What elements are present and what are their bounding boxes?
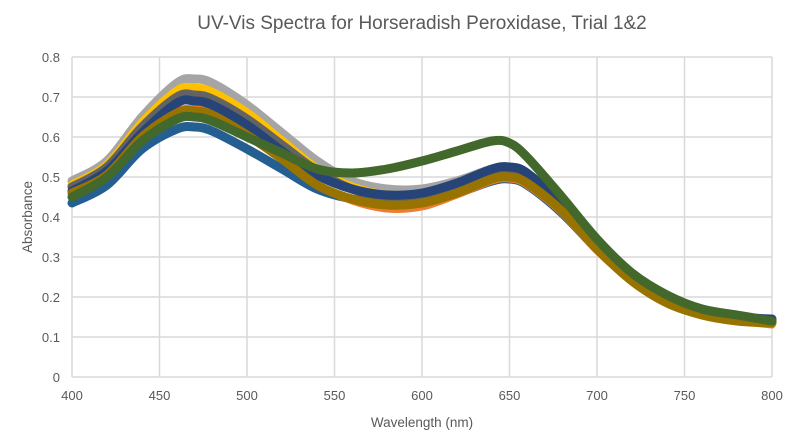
- y-tick-label: 0.1: [42, 330, 60, 345]
- y-tick-label: 0.2: [42, 290, 60, 305]
- y-tick-labels: 0 0.1 0.2 0.3 0.4 0.5 0.6 0.7 0.8: [42, 50, 60, 385]
- x-tick-label: 750: [674, 388, 696, 403]
- x-tick-label: 600: [411, 388, 433, 403]
- x-tick-labels: 400 450 500 550 600 650 700 750 800: [61, 388, 783, 403]
- series-lines: [67, 74, 777, 329]
- series-line-7: [67, 105, 777, 328]
- x-tick-label: 500: [236, 388, 258, 403]
- y-axis-label: Absorbance: [20, 181, 35, 253]
- x-tick-label: 650: [499, 388, 521, 403]
- y-tick-label: 0.6: [42, 130, 60, 145]
- x-tick-label: 400: [61, 388, 83, 403]
- y-tick-label: 0.5: [42, 170, 60, 185]
- series-line-8: [67, 111, 777, 326]
- y-tick-label: 0.8: [42, 50, 60, 65]
- x-tick-label: 550: [324, 388, 346, 403]
- chart-title: UV-Vis Spectra for Horseradish Peroxidas…: [197, 13, 647, 34]
- y-tick-label: 0: [53, 370, 60, 385]
- y-tick-label: 0.3: [42, 250, 60, 265]
- gridlines: [71, 56, 773, 378]
- y-tick-label: 0.4: [42, 210, 60, 225]
- x-axis-label: Wavelength (nm): [371, 415, 473, 430]
- y-tick-label: 0.7: [42, 90, 60, 105]
- x-tick-label: 700: [586, 388, 608, 403]
- x-tick-label: 450: [149, 388, 171, 403]
- x-tick-label: 800: [761, 388, 783, 403]
